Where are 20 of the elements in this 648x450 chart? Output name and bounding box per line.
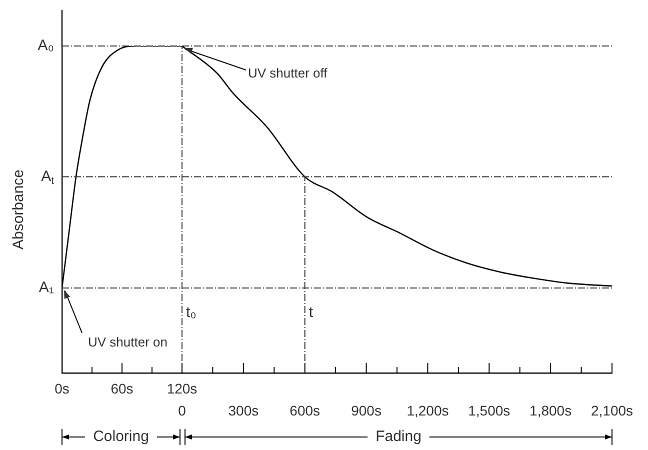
ref-line-label: t (308, 304, 314, 322)
x-tick-label: 0 (178, 402, 186, 418)
x-tick-label: 1,200s (406, 402, 449, 418)
ref-line-label: A₀ (38, 37, 54, 54)
x-tick-label: 1,800s (530, 402, 572, 418)
annotation: UV shutter on (88, 334, 168, 350)
x-tick-label: 300s (228, 402, 259, 418)
x-tick-label: 900s (351, 402, 382, 418)
y-axis-title: Absorbance (10, 169, 28, 250)
ref-line-label: t₀ (186, 304, 196, 322)
x-tick-label: 600s (290, 402, 320, 418)
x-tick-label: 1,500s (468, 402, 510, 418)
x-tick-label: 60s (110, 380, 134, 396)
annotation: UV shutter off (248, 66, 328, 81)
x-tick-label: 2,100s (590, 402, 634, 418)
ref-line-label: A₁ (38, 279, 54, 296)
x-tick-label: 120s (166, 380, 198, 396)
x-tick-label: 0s (54, 380, 70, 396)
text: Coloring (93, 427, 149, 447)
text: Fading (376, 427, 422, 447)
